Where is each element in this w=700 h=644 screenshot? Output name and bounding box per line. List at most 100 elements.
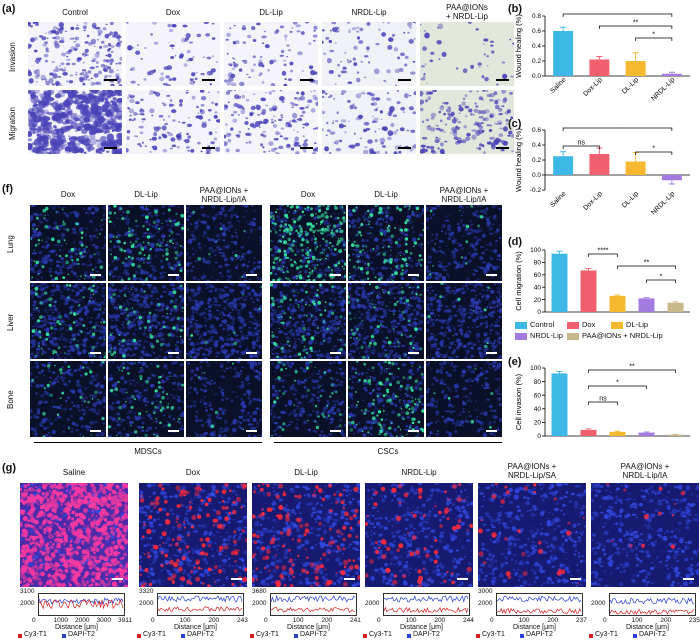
error-bar (596, 56, 603, 60)
significance-label: ** (629, 364, 635, 371)
panel-g-col-title: Saline (62, 468, 86, 477)
legend-swatch (567, 322, 579, 329)
group-label: CSCs (377, 447, 399, 456)
error-bar (632, 52, 639, 61)
fluorescence-tile (30, 361, 106, 437)
panel-f-col-title: PAA@IONs + NRDL-Lip/IA (199, 186, 249, 204)
panel-d-label: (d) (508, 236, 523, 248)
scale-bar (486, 352, 497, 354)
fluorescence-tile (20, 483, 128, 587)
dapi-legend-label: DAPI-T2 (526, 631, 553, 638)
fluorescence-tile (186, 205, 262, 281)
fluorescence-tile (348, 361, 424, 437)
wound-healing-chart-c: -0.2 0.0 0.2 0.4 0.6 Wound healing (%) Saline D… (514, 124, 690, 217)
scale-bar (408, 352, 419, 354)
fluorescence-tile (591, 483, 699, 587)
x-tick-label: DL-Lip (621, 190, 640, 209)
y-tick-label: 20 (534, 297, 542, 304)
panel-c-label: (c) (508, 118, 522, 130)
cy3-legend-swatch (18, 634, 22, 638)
significance-label: ns (599, 396, 607, 403)
y-tick-label: 0.4 (532, 142, 541, 149)
fluorescence-tile (30, 283, 106, 359)
profile-ymid-label: 2000 (20, 600, 35, 607)
profile-xaxis-label: Distance [μm] (513, 624, 556, 631)
profile-xtick-label: 0 (264, 617, 268, 624)
y-tick-label: 0.6 (532, 28, 541, 35)
panel-a-col-title: DL-Lip (259, 8, 283, 17)
fluorescence-tile (270, 283, 346, 359)
panel-a-col-title: Dox (165, 8, 181, 17)
profile-xtick-label: 3911 (118, 617, 132, 624)
scale-bar (330, 430, 341, 432)
error-bar (614, 294, 621, 296)
panel-g-col-title: PAA@IONs + NRDL-Lip/IA (620, 462, 670, 480)
profile-xtick-label: 200 (434, 617, 446, 624)
mdsc-bracket (34, 442, 262, 443)
scale-bar (246, 430, 257, 432)
profile-ymid-label: 2000 (365, 600, 380, 607)
error-bar (585, 428, 592, 430)
panel-f-label: (f) (2, 183, 13, 195)
y-tick-label: 40 (534, 284, 542, 291)
scale-bar (496, 79, 509, 81)
cy3-legend-swatch (250, 634, 254, 638)
scale-bar (344, 578, 355, 580)
error-bar (672, 301, 679, 303)
bar (661, 175, 682, 181)
scale-bar (104, 147, 117, 149)
error-bar (668, 71, 675, 74)
fluorescence-tile (108, 283, 184, 359)
profile-xaxis-label: Distance [μm] (626, 624, 669, 631)
profile-xtick-label: 200 (660, 617, 672, 624)
microscopy-tile (126, 22, 220, 86)
legend-swatch (611, 322, 623, 329)
scale-bar (330, 274, 341, 276)
scale-bar (570, 578, 581, 580)
error-bar (643, 296, 650, 299)
panel-f-row-label: Bone (6, 390, 15, 409)
panel-b-label: (b) (508, 3, 523, 15)
cy3-legend-label: Cy3-T1 (482, 631, 505, 638)
scale-bar (300, 79, 313, 81)
scale-bar (168, 274, 179, 276)
dapi-legend-label: DAPI-T2 (413, 631, 440, 638)
profile-xtick-label: 100 (405, 617, 417, 624)
scale-bar (246, 274, 257, 276)
bar (580, 270, 597, 312)
scale-bar (408, 430, 419, 432)
scale-bar (90, 352, 101, 354)
error-bar (556, 370, 563, 374)
y-tick-label: 80 (534, 379, 542, 386)
intensity-profile-plot (609, 593, 696, 616)
panel-a-row-label: Migration (8, 107, 17, 140)
microscopy-tile (420, 22, 514, 86)
profile-xtick-label: 235 (689, 617, 700, 624)
dapi-legend-swatch (62, 634, 66, 638)
scale-bar (457, 578, 468, 580)
scale-bar (300, 147, 313, 149)
profile-xaxis-label: Distance [μm] (400, 624, 443, 631)
bar (638, 298, 655, 312)
dapi-legend-label: DAPI-T2 (639, 631, 666, 638)
profile-ymax-label: 3100 (20, 588, 35, 595)
profile-xtick-label: 100 (292, 617, 304, 624)
profile-xtick-label: 0 (151, 617, 155, 624)
fluorescence-tile (186, 283, 262, 359)
dapi-legend-swatch (520, 634, 524, 638)
fluorescence-tile (365, 483, 473, 587)
panel-g-label: (g) (2, 462, 17, 474)
y-axis-label: Cell invasion (%) (514, 373, 523, 430)
bar (553, 31, 574, 76)
panel-a-label: (a) (2, 3, 16, 15)
intensity-profile-plot (157, 593, 244, 616)
x-tick-label: NRDL-Lip (650, 190, 676, 216)
profile-ymid-label: 2000 (591, 600, 606, 607)
x-tick-label: Saline (549, 190, 567, 208)
y-axis-label: Wound healing (%) (514, 128, 523, 192)
error-bar (614, 430, 621, 432)
profile-xtick-label: 0 (603, 617, 607, 624)
intensity-profile-plot (270, 593, 357, 616)
microscopy-tile (224, 22, 318, 86)
profile-xtick-label: 0 (377, 617, 381, 624)
